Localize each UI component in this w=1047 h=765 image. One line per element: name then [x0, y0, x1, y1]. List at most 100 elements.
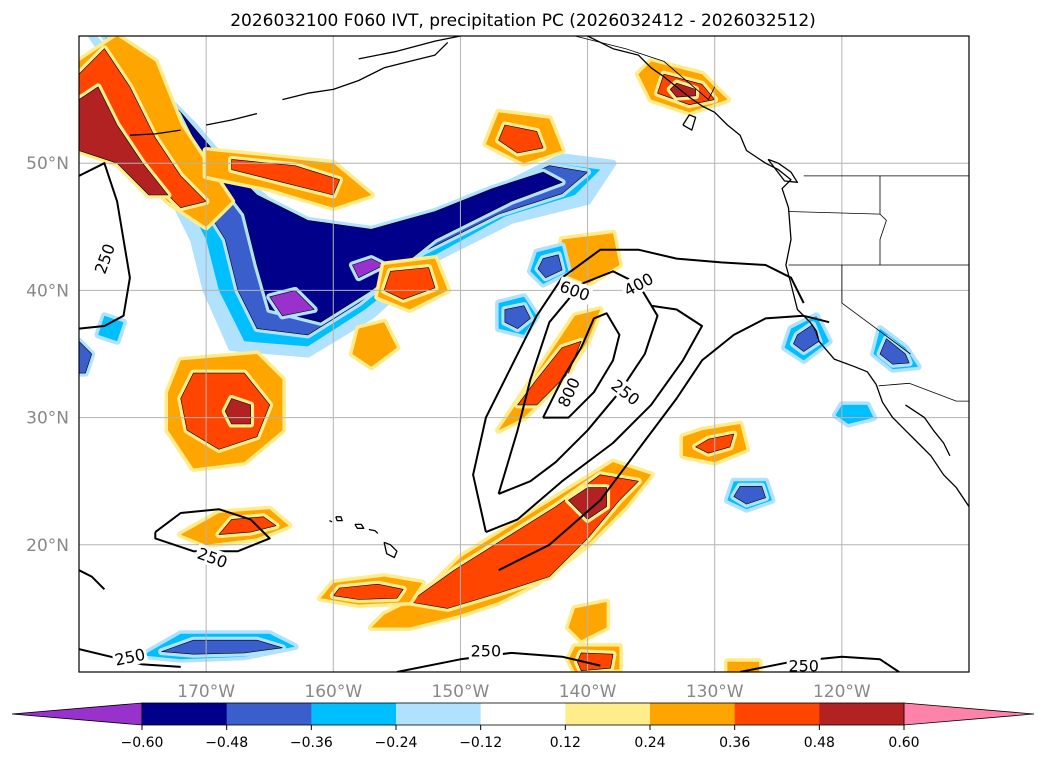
lon-tick-label: 160°W: [304, 682, 362, 702]
gridlines: [79, 36, 969, 672]
ivt-label: 250: [788, 657, 819, 676]
colorbar-tick-label: −0.12: [459, 735, 502, 751]
colorbar-tick-label: 0.48: [804, 735, 835, 751]
pc-area: [504, 305, 531, 329]
chart-title: 2026032100 F060 IVT, precipitation PC (2…: [230, 11, 816, 31]
ivt-contour-250: [154, 508, 271, 553]
colorbar-tick-label: −0.36: [290, 735, 333, 751]
border-line: [879, 213, 887, 265]
border-line: [574, 36, 716, 101]
colorbar-segment: [311, 703, 397, 725]
ivt-label-bg: [553, 372, 584, 412]
ivt-contour-250: [498, 314, 830, 572]
precipitation-pc-layer: [79, 36, 922, 672]
lon-tick-label: 150°W: [432, 682, 490, 702]
coastline: [329, 520, 333, 523]
pc-area: [352, 322, 397, 367]
coastline: [354, 523, 365, 529]
coastline: [905, 404, 951, 457]
ivt-label: 250: [471, 641, 502, 660]
coastline: [282, 41, 449, 101]
coastline: [335, 516, 343, 522]
political-borders: [574, 36, 969, 402]
pc-area: [879, 338, 910, 365]
ivt-contours: [79, 162, 900, 672]
colorbar-tick-label: −0.24: [375, 735, 418, 751]
lon-tick-label: 120°W: [813, 682, 871, 702]
coastline: [682, 114, 697, 131]
lat-tick-label: 50°N: [26, 154, 69, 174]
coastline: [875, 384, 969, 507]
lon-tick-label: 140°W: [559, 682, 617, 702]
lat-tick-label: 30°N: [26, 409, 69, 429]
pc-area: [269, 290, 315, 317]
colorbar-segment: [142, 703, 228, 725]
colorbar-segment: [734, 703, 820, 725]
ivt-contour-250: [396, 651, 601, 672]
colorbar-tick-label: −0.48: [205, 735, 248, 751]
latitude-tick-labels: 50°N 40°N 30°N 20°N: [26, 154, 69, 556]
ivt-contour-250: [739, 655, 900, 672]
pc-area: [793, 324, 820, 352]
colorbar-tick-label: 0.36: [719, 735, 750, 751]
lat-tick-label: 40°N: [26, 281, 69, 301]
ivt-contour-800: [542, 312, 621, 419]
pc-area: [79, 86, 169, 196]
lon-tick-label: 130°W: [686, 682, 744, 702]
colorbar-extend-low: [11, 702, 143, 726]
pc-area: [218, 516, 277, 535]
ivt-label-bg: [555, 276, 594, 305]
colorbar-outline: [141, 702, 905, 726]
coastline: [368, 528, 379, 534]
colorbar-tick-label: 0.12: [550, 735, 581, 751]
pc-area: [79, 340, 92, 374]
colorbar-tick-label: 0.24: [634, 735, 665, 751]
ivt-label-bg: [193, 543, 232, 572]
ivt-label-bg: [90, 239, 119, 278]
pc-area: [352, 258, 385, 279]
colorbar-segment: [819, 703, 905, 725]
border-line: [841, 265, 911, 355]
ivt-label-bg: [619, 268, 658, 300]
pc-area: [231, 159, 340, 196]
ivt-contour-600: [497, 270, 659, 495]
coastline: [129, 129, 181, 136]
lat-tick-label: 20°N: [26, 536, 69, 556]
colorbar-tick-label: 0.60: [888, 735, 919, 751]
ivt-contour-400: [472, 248, 805, 533]
longitude-tick-labels: 170°W 160°W 150°W 140°W 130°W 120°W: [177, 682, 871, 702]
pc-area: [383, 267, 436, 300]
pc-area: [98, 315, 124, 342]
ivt-label-bg: [786, 656, 821, 675]
colorbar-tick-label: −0.60: [121, 735, 164, 751]
map-frame: [78, 35, 970, 673]
colorbar-segment: [650, 703, 736, 725]
coastline: [383, 541, 398, 559]
colorbar-segment: [565, 703, 651, 725]
colorbar-segment: [480, 703, 566, 725]
colorbar-extend-high: [903, 702, 1035, 726]
ivt-contour-250: [79, 648, 181, 668]
pc-area: [161, 639, 283, 655]
pc-area: [104, 36, 601, 347]
border-line: [878, 382, 969, 402]
pc-area: [498, 124, 544, 154]
ivt-contour-250: [79, 569, 106, 591]
pc-area: [537, 254, 563, 279]
ivt-label-bg: [606, 374, 645, 410]
colorbar-tick-labels: −0.60 −0.48 −0.36 −0.24 −0.12 0.12 0.24 0.36 0.4…: [121, 725, 920, 751]
colorbar-segment: [226, 703, 312, 725]
coastline: [767, 158, 799, 183]
ivt-contour-250: [79, 162, 131, 330]
lon-tick-label: 170°W: [177, 682, 235, 702]
ivt-label-bg: [111, 644, 149, 670]
coastlines: [129, 36, 969, 559]
coastline: [205, 112, 258, 126]
coastline: [358, 36, 461, 60]
pc-area: [517, 340, 582, 406]
colorbar: [11, 702, 1035, 726]
ivt-label-bg: [468, 641, 503, 660]
colorbar-segment: [396, 703, 482, 725]
pc-area: [733, 485, 766, 505]
